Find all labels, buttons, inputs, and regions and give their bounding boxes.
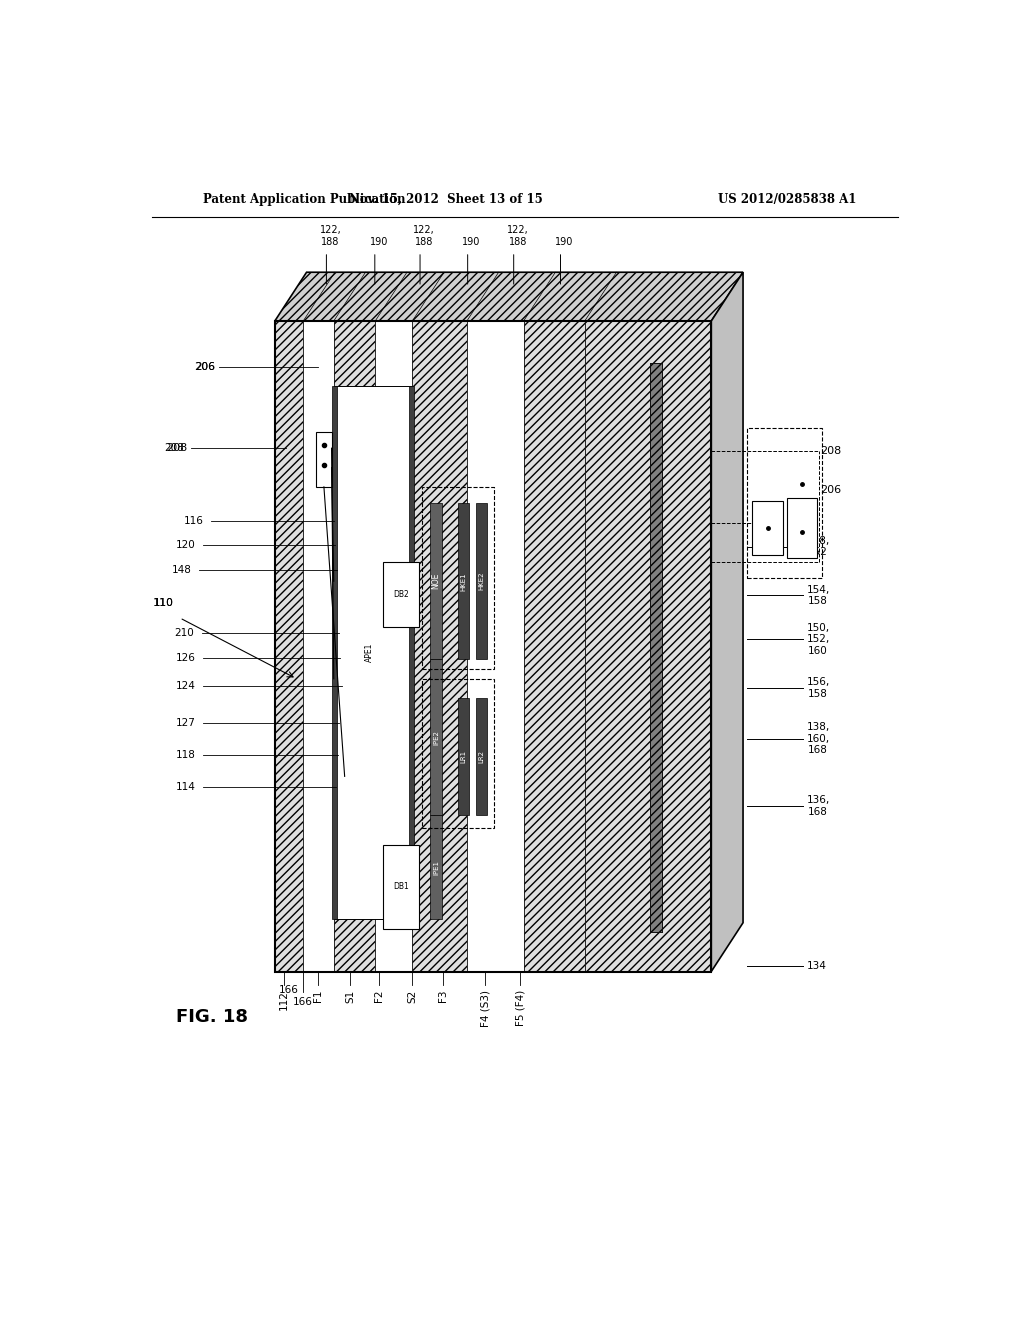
Text: 124: 124 [175,681,196,690]
Text: F4 (S3): F4 (S3) [480,990,490,1027]
Text: LR2: LR2 [478,750,484,763]
Bar [422,487,495,669]
Text: 206: 206 [195,362,215,372]
Bar [334,321,375,972]
Text: DB2: DB2 [393,590,409,599]
Text: 154,
158: 154, 158 [807,585,829,606]
Text: APE1: APE1 [365,643,374,663]
Text: 122,
188: 122, 188 [413,226,435,247]
Text: Patent Application Publication: Patent Application Publication [204,193,406,206]
Text: 148: 148 [172,565,191,576]
Text: F1: F1 [312,990,323,1002]
Text: HKE2: HKE2 [478,572,484,590]
Polygon shape [712,272,743,972]
Bar [410,385,415,920]
Bar [650,363,663,932]
Text: 118: 118 [175,750,196,760]
Text: 116: 116 [183,516,204,527]
Bar [413,321,467,972]
Text: NOE: NOE [431,573,440,590]
Bar [585,321,712,972]
Text: LR1: LR1 [461,750,466,763]
Text: 190: 190 [463,236,481,247]
Text: US 2012/0285838 A1: US 2012/0285838 A1 [718,193,856,206]
Text: 166: 166 [293,997,312,1007]
Text: 127: 127 [175,718,196,727]
Text: IPE1: IPE1 [433,859,439,875]
Bar [786,498,817,558]
Bar [316,432,332,487]
Bar [332,385,337,920]
Text: 166: 166 [279,985,299,995]
Text: 114: 114 [175,781,196,792]
Text: 208: 208 [166,444,187,453]
Bar [476,503,487,659]
Text: IPE2: IPE2 [433,730,439,744]
Polygon shape [274,272,743,321]
Bar [458,503,469,659]
Bar [523,321,585,972]
Text: DB1: DB1 [393,883,409,891]
Text: 122,
188: 122, 188 [319,226,341,247]
Text: FIG. 18: FIG. 18 [176,1008,248,1026]
Text: 134: 134 [807,961,826,972]
Text: S2: S2 [408,990,417,1003]
Bar [467,321,523,972]
Bar [476,698,487,816]
Bar [375,321,413,972]
Bar [753,500,782,556]
Text: 208: 208 [164,444,183,453]
Text: 136,
168: 136, 168 [807,795,829,817]
Bar [430,816,442,920]
Text: F3: F3 [438,990,449,1002]
Text: HKE1: HKE1 [461,572,466,590]
Text: 156,
158: 156, 158 [807,677,829,698]
Bar [430,659,442,816]
Text: 190: 190 [555,236,573,247]
Bar [303,321,334,972]
Text: S1: S1 [345,990,355,1003]
Text: F5 (F4): F5 (F4) [515,990,525,1026]
Bar [748,428,822,578]
Text: 190: 190 [370,236,388,247]
Bar [650,363,663,932]
Bar [422,678,495,829]
Text: 150,
152,
160: 150, 152, 160 [807,623,829,656]
Text: 126: 126 [175,653,196,664]
Text: Nov. 15, 2012  Sheet 13 of 15: Nov. 15, 2012 Sheet 13 of 15 [348,193,543,206]
Bar [430,503,442,659]
Text: 110: 110 [153,598,174,607]
Bar [383,845,419,929]
Bar [383,562,419,627]
Text: 138,
160,
168: 138, 160, 168 [807,722,829,755]
Text: 110: 110 [155,598,174,607]
Bar [274,321,712,972]
Text: 206: 206 [196,362,215,372]
Text: 206: 206 [820,486,841,495]
Text: 122,
188: 122, 188 [507,226,528,247]
Text: 120: 120 [176,540,196,549]
Bar [334,385,413,920]
Text: 112: 112 [279,990,289,1010]
Text: 208: 208 [820,446,841,457]
Bar [274,321,303,972]
Text: 128,
152: 128, 152 [807,536,829,557]
Text: F2: F2 [374,990,384,1002]
Bar [458,698,469,816]
Text: 210: 210 [174,628,194,638]
